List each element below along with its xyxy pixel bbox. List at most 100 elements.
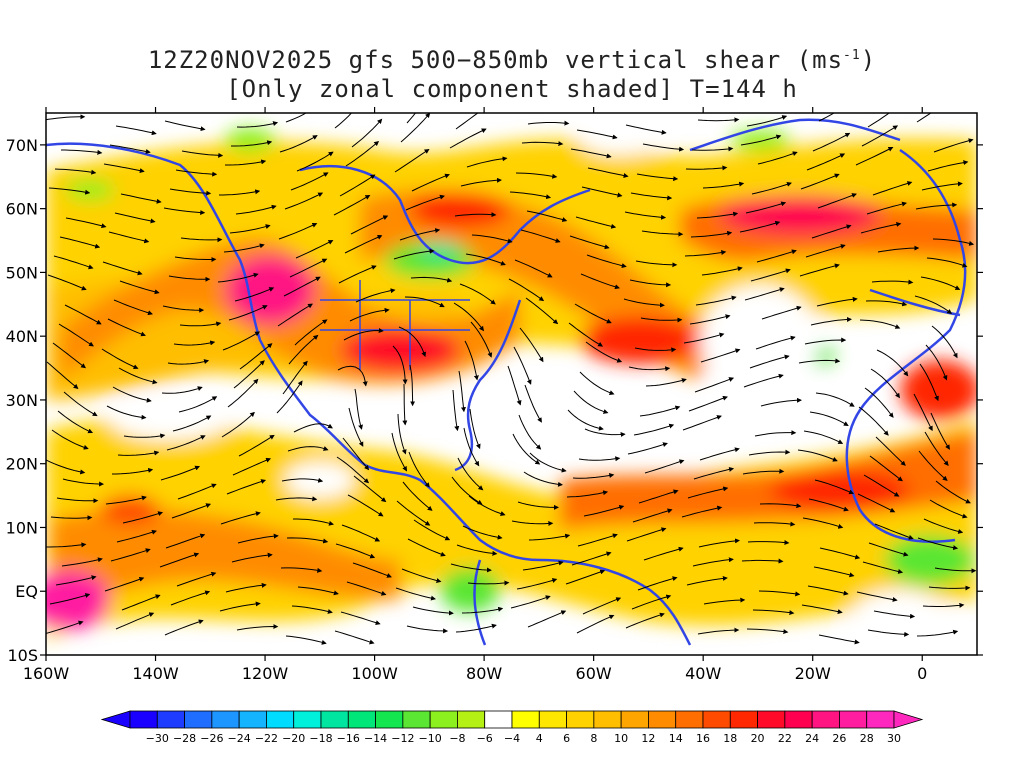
streamline xyxy=(867,629,910,637)
streamline xyxy=(930,412,950,450)
colorbar-swatch xyxy=(648,710,677,729)
colorbar-swatch xyxy=(347,710,376,729)
streamline xyxy=(101,348,139,370)
streamline xyxy=(49,593,91,605)
colorbar-label: −16 xyxy=(337,732,360,745)
streamline xyxy=(455,623,497,633)
streamline xyxy=(342,437,370,471)
streamline xyxy=(451,476,483,505)
streamline xyxy=(54,168,97,175)
colorbar-label: 14 xyxy=(669,732,683,745)
streamline xyxy=(692,557,734,567)
streamline xyxy=(120,193,162,204)
streamline xyxy=(61,557,103,567)
streamline xyxy=(222,331,261,351)
streamline xyxy=(572,473,615,479)
streamline xyxy=(50,515,93,521)
streamline xyxy=(801,604,843,615)
streamline xyxy=(454,212,497,218)
streamline xyxy=(933,138,974,153)
streamline xyxy=(700,348,741,363)
streamline xyxy=(106,405,147,420)
streamline xyxy=(232,457,272,476)
streamline xyxy=(286,537,329,544)
streamlines xyxy=(46,113,977,645)
streamline xyxy=(102,261,143,276)
colorbar-swatch xyxy=(156,710,185,729)
colorbar-swatch xyxy=(811,710,840,729)
colorbar-label: −22 xyxy=(255,732,278,745)
colorbar-swatch xyxy=(593,710,622,729)
lat-label: 70N xyxy=(6,136,38,155)
streamline xyxy=(459,283,496,305)
colorbar-label: 24 xyxy=(805,732,819,745)
colorbar-label: 6 xyxy=(563,732,570,745)
streamline xyxy=(400,113,431,143)
streamline xyxy=(282,360,308,395)
streamline xyxy=(520,229,561,243)
streamline xyxy=(684,250,727,257)
streamline xyxy=(393,248,435,260)
streamline xyxy=(510,595,551,609)
colorbar-swatch xyxy=(729,710,758,729)
colorbar-label: −10 xyxy=(419,732,442,745)
streamline xyxy=(453,302,484,332)
streamline xyxy=(818,113,836,122)
streamline xyxy=(524,384,542,423)
streamline xyxy=(236,624,279,631)
streamline xyxy=(508,278,545,302)
streamline xyxy=(809,411,849,427)
streamline xyxy=(803,430,844,444)
streamline xyxy=(470,321,493,358)
streamline xyxy=(750,268,791,282)
streamline xyxy=(335,543,376,559)
streamline xyxy=(344,235,383,254)
colorbar-label: −26 xyxy=(200,732,223,745)
streamline xyxy=(410,276,453,283)
streamline xyxy=(686,575,728,586)
streamline xyxy=(407,538,446,557)
streamline xyxy=(279,135,318,153)
lon-label: 80W xyxy=(466,664,502,683)
streamline xyxy=(749,354,790,369)
streamline xyxy=(467,580,510,586)
streamline xyxy=(870,368,900,399)
streamline xyxy=(405,194,445,211)
streamline xyxy=(687,486,729,499)
streamline xyxy=(625,612,665,629)
streamline xyxy=(460,177,502,187)
streamline xyxy=(466,156,508,168)
streamline xyxy=(922,602,965,608)
streamline xyxy=(275,496,318,502)
streamline xyxy=(295,240,334,259)
streamline xyxy=(525,297,559,325)
lon-label: 120W xyxy=(242,664,289,683)
streamline xyxy=(645,378,687,387)
streamline xyxy=(752,609,795,616)
streamline xyxy=(858,406,889,436)
streamline xyxy=(231,140,273,147)
streamline xyxy=(812,132,851,152)
streamline xyxy=(162,305,205,313)
colorbar-label: −4 xyxy=(504,732,520,745)
streamline xyxy=(583,504,625,517)
streamline xyxy=(573,390,609,414)
streamline xyxy=(739,220,781,233)
streamline xyxy=(932,238,975,246)
colorbar-label: −30 xyxy=(146,732,169,745)
colorbar-label: 22 xyxy=(778,732,792,745)
streamline xyxy=(121,594,161,611)
streamline xyxy=(925,344,948,381)
streamline xyxy=(170,590,211,606)
streamline xyxy=(175,169,218,177)
streamline xyxy=(112,386,152,403)
streamline xyxy=(526,210,568,222)
streamline xyxy=(176,571,217,587)
streamline xyxy=(813,566,855,578)
streamline xyxy=(280,567,323,573)
colorbar-swatch xyxy=(402,710,431,729)
streamline xyxy=(289,258,328,278)
streamline xyxy=(46,459,86,475)
streamline xyxy=(391,432,408,472)
